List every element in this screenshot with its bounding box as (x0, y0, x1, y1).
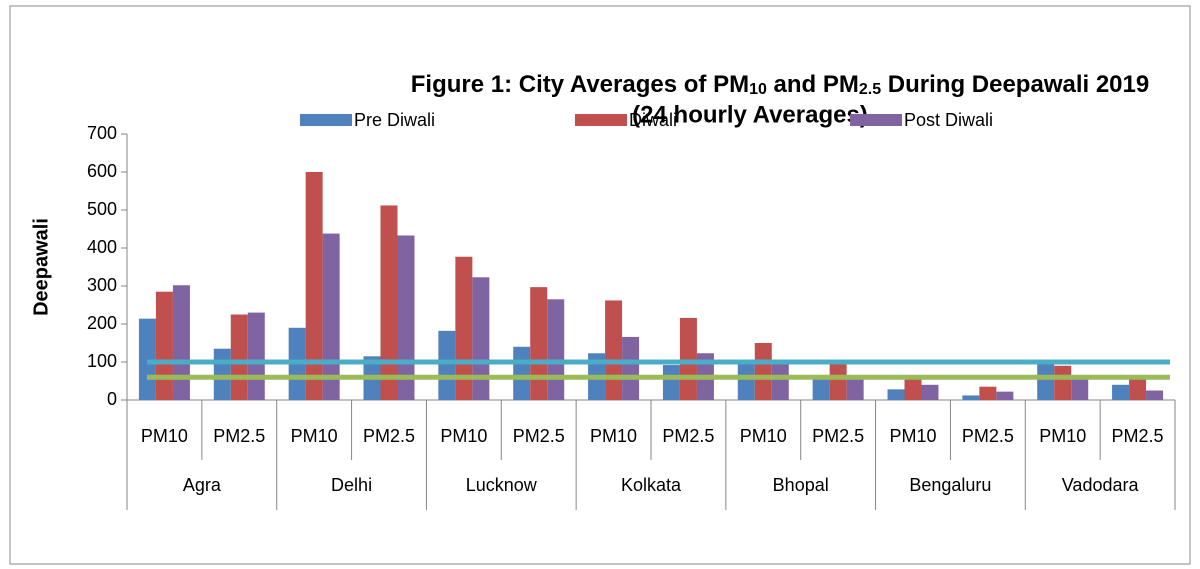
x-tick-label: PM2.5 (662, 426, 714, 446)
bar (513, 346, 531, 400)
legend-label: Post Diwali (904, 110, 993, 130)
bar (679, 317, 697, 400)
bar (622, 336, 640, 400)
x-tick-label: PM10 (141, 426, 188, 446)
bar (230, 314, 248, 400)
y-tick-label: 600 (87, 161, 117, 181)
title-subscript: 10 (749, 81, 767, 98)
group-label: Lucknow (466, 475, 538, 495)
bar (754, 343, 772, 400)
title-subscript: 2.5 (859, 81, 881, 98)
bar (904, 379, 922, 400)
bar (138, 318, 156, 400)
x-tick-label: PM10 (1039, 426, 1086, 446)
y-tick-label: 100 (87, 351, 117, 371)
x-tick-label: PM2.5 (213, 426, 265, 446)
bar (247, 312, 265, 400)
chart-border (9, 5, 1191, 565)
bar (1071, 379, 1089, 400)
title-part: Figure 1: City Averages of PM (411, 71, 749, 98)
bar (979, 386, 997, 400)
y-tick-label: 300 (87, 275, 117, 295)
y-axis-label: Deepawali (30, 218, 52, 316)
x-tick-label: PM10 (740, 426, 787, 446)
chart-title: Figure 1: City Averages of PM10 and PM2.… (411, 71, 1149, 98)
legend-swatch (575, 114, 627, 126)
legend-swatch (300, 114, 352, 126)
bar (737, 362, 755, 400)
bar (1129, 375, 1147, 400)
y-tick-label: 200 (87, 313, 117, 333)
bar (1146, 390, 1164, 400)
y-tick-label: 400 (87, 237, 117, 257)
bar (996, 391, 1014, 400)
bar (662, 365, 680, 400)
title-part: During Deepawali 2019 (881, 71, 1149, 98)
bar (605, 300, 623, 400)
group-label: Vadodara (1062, 475, 1140, 495)
y-tick-label: 500 (87, 199, 117, 219)
bar (1054, 365, 1072, 400)
x-tick-label: PM10 (889, 426, 936, 446)
x-tick-label: PM2.5 (1112, 426, 1164, 446)
legend-label: Pre Diwali (354, 110, 435, 130)
bar (213, 348, 231, 400)
legend-swatch (850, 114, 902, 126)
bar (172, 285, 190, 400)
x-tick-label: PM2.5 (513, 426, 565, 446)
bar (547, 299, 565, 400)
bar (380, 205, 398, 400)
bar (438, 330, 456, 400)
bar (322, 233, 340, 400)
bar (1037, 362, 1055, 400)
bar (771, 363, 789, 400)
bar (1112, 384, 1130, 400)
bar (472, 277, 490, 400)
bar (829, 363, 847, 400)
bar (305, 172, 323, 400)
legend-label: Diwali (629, 110, 677, 130)
title-part: and PM (767, 71, 859, 98)
bar (887, 389, 905, 400)
bar (962, 395, 980, 400)
bar (530, 287, 548, 400)
bar (812, 376, 830, 400)
y-tick-label: 0 (107, 389, 117, 409)
x-tick-label: PM2.5 (812, 426, 864, 446)
bar (846, 378, 864, 400)
chart-subtitle: (24 hourly Averages) (632, 101, 868, 128)
x-tick-label: PM2.5 (962, 426, 1014, 446)
group-label: Bengaluru (909, 475, 991, 495)
group-label: Agra (183, 475, 222, 495)
y-tick-label: 700 (87, 123, 117, 143)
x-tick-label: PM2.5 (363, 426, 415, 446)
bar (397, 235, 415, 400)
bar (921, 384, 939, 400)
x-tick-label: PM10 (291, 426, 338, 446)
x-tick-label: PM10 (440, 426, 487, 446)
group-label: Kolkata (621, 475, 682, 495)
bar (155, 291, 173, 400)
group-label: Delhi (331, 475, 372, 495)
x-tick-label: PM10 (590, 426, 637, 446)
group-label: Bhopal (773, 475, 829, 495)
